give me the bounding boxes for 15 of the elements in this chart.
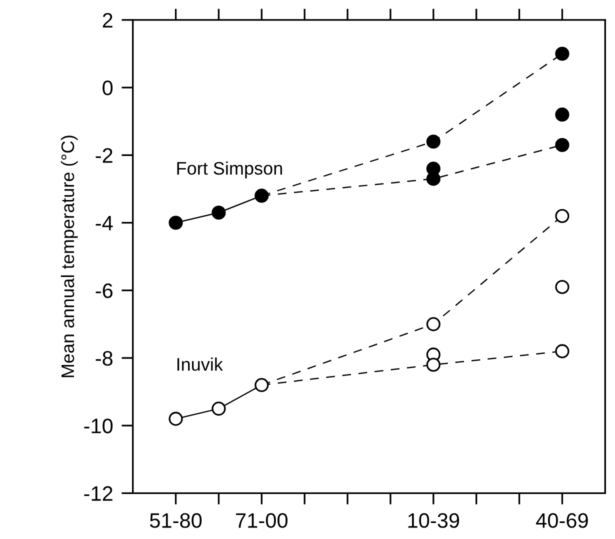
y-tick-label: -4 bbox=[96, 216, 113, 230]
series-label: Inuvik bbox=[177, 358, 223, 371]
y-tick-label: 2 bbox=[102, 12, 112, 28]
x-tick-label: 10-39 bbox=[408, 513, 460, 528]
x-tick-label: 71-00 bbox=[236, 513, 288, 528]
y-tick-label: -10 bbox=[84, 418, 113, 434]
y-tick-label: 0 bbox=[102, 80, 113, 96]
y-axis-title: Mean annual temperature (°C) bbox=[60, 136, 78, 378]
x-tick-label: 51-80 bbox=[150, 513, 202, 528]
y-tick-label: -2 bbox=[96, 148, 112, 163]
y-tick-label: -8 bbox=[96, 350, 112, 366]
series-label: Fort Simpson bbox=[177, 161, 282, 178]
x-tick-label: 40-69 bbox=[536, 513, 588, 528]
y-tick-label: -12 bbox=[84, 486, 112, 501]
y-tick-label: -6 bbox=[96, 283, 112, 298]
